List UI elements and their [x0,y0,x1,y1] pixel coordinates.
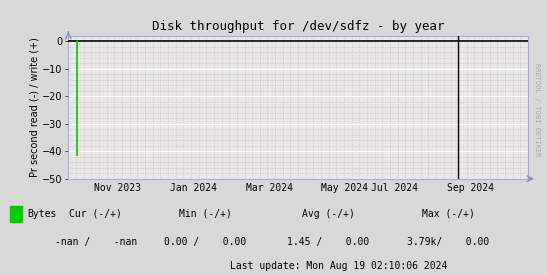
Text: Cur (-/+): Cur (-/+) [69,209,122,219]
Text: Avg (-/+): Avg (-/+) [302,209,354,219]
Text: May 2024: May 2024 [321,183,368,193]
Text: 0.00 /    0.00: 0.00 / 0.00 [164,237,246,247]
Bar [10,206,22,222]
Text: Nov 2023: Nov 2023 [95,183,142,193]
Text: RRDTOOL / TOBI OETIKER: RRDTOOL / TOBI OETIKER [534,63,540,157]
Text: Jul 2024: Jul 2024 [371,183,418,193]
Text: Max (-/+): Max (-/+) [422,209,475,219]
Text: Sep 2024: Sep 2024 [447,183,494,193]
Text: Last update: Mon Aug 19 02:10:06 2024: Last update: Mon Aug 19 02:10:06 2024 [230,261,448,271]
Text: Bytes: Bytes [27,209,57,219]
Text: 1.45 /    0.00: 1.45 / 0.00 [287,237,369,247]
Text: 3.79k/    0.00: 3.79k/ 0.00 [408,237,490,247]
Text: -nan /    -nan: -nan / -nan [55,237,137,247]
Text: Mar 2024: Mar 2024 [246,183,293,193]
Title: Disk throughput for /dev/sdfz - by year: Disk throughput for /dev/sdfz - by year [152,20,444,33]
Text: Min (-/+): Min (-/+) [179,209,231,219]
Y-axis label: Pr second read (-) / write (+): Pr second read (-) / write (+) [30,37,39,177]
Text: Jan 2024: Jan 2024 [170,183,217,193]
